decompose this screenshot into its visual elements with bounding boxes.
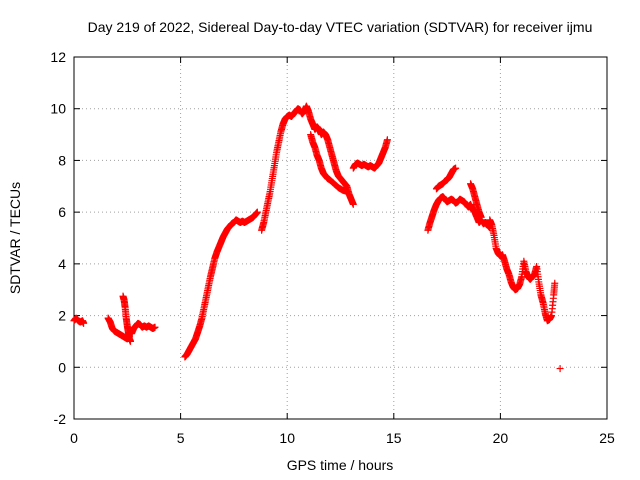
x-tick-label: 5 [177, 430, 185, 446]
data-point [343, 187, 351, 195]
x-tick-label: 10 [279, 430, 295, 446]
grid [74, 57, 607, 419]
y-tick-labels: -2 0 2 4 6 8 10 12 [50, 49, 66, 427]
data-point [126, 337, 134, 345]
data-point [556, 365, 564, 373]
y-tick-label: 0 [58, 359, 66, 375]
data-point [477, 213, 485, 221]
y-tick-label: 12 [50, 49, 66, 65]
y-axis-label: SDTVAR / TECUs [7, 182, 23, 294]
data-point [253, 208, 261, 216]
x-axis-label: GPS time / hours [287, 457, 394, 473]
plot-frame [73, 56, 608, 420]
data-point [383, 136, 391, 144]
y-tick-label: -2 [54, 411, 67, 427]
x-tick-label: 15 [386, 430, 402, 446]
x-tick-label: 0 [70, 430, 78, 446]
x-tick-label: 25 [599, 430, 615, 446]
y-tick-label: 6 [58, 204, 66, 220]
y-tick-label: 10 [50, 101, 66, 117]
data-points [70, 102, 564, 373]
chart-title: Day 219 of 2022, Sidereal Day-to-day VTE… [88, 19, 593, 35]
y-tick-label: 2 [58, 308, 66, 324]
data-point [151, 323, 159, 331]
data-point [452, 164, 460, 172]
data-point [551, 279, 559, 287]
data-point [349, 200, 357, 208]
x-tick-label: 20 [493, 430, 509, 446]
y-tick-label: 8 [58, 152, 66, 168]
data-point [80, 319, 88, 327]
axis-ticks [73, 56, 608, 420]
x-tick-labels: 0 5 10 15 20 25 [70, 430, 615, 446]
y-tick-label: 4 [58, 256, 66, 272]
